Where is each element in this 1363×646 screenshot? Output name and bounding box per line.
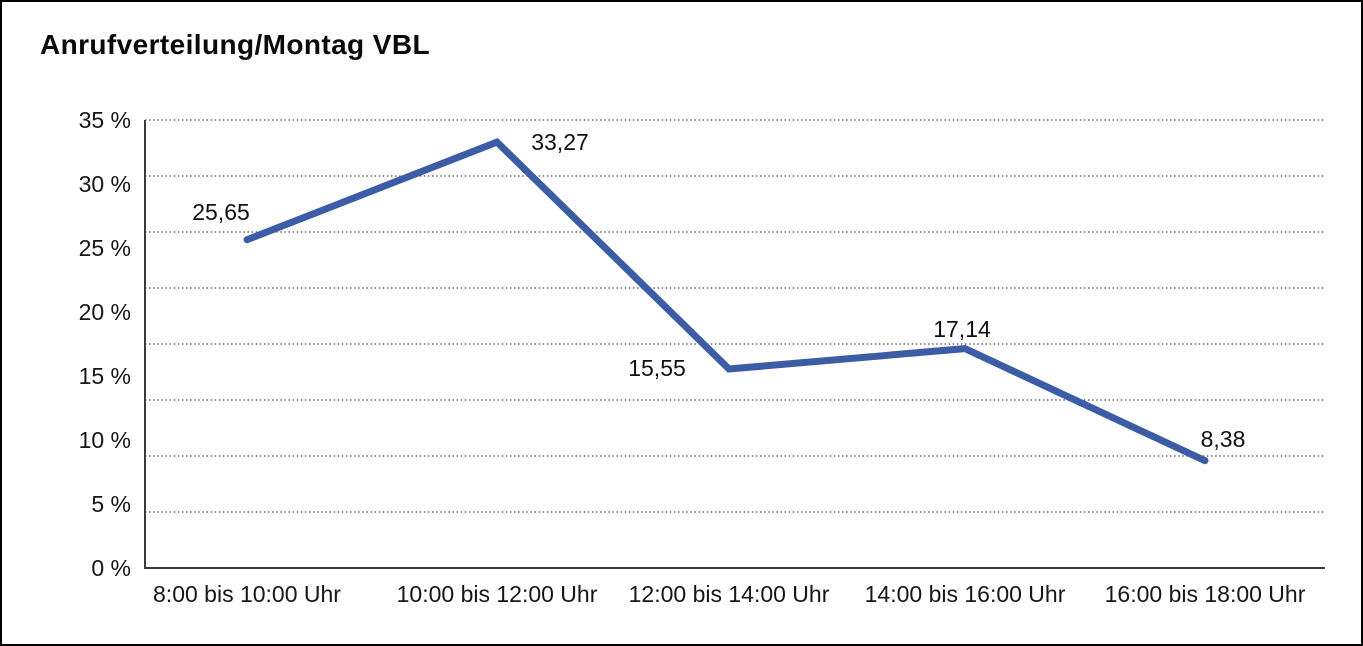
data-point-label: 25,65 <box>192 198 250 225</box>
data-point-label: 15,55 <box>628 354 686 381</box>
y-tick-label: 10 % <box>78 427 131 453</box>
chart-title: Anrufverteilung/Montag VBL <box>40 29 430 60</box>
x-category-label: 14:00 bis 16:00 Uhr <box>864 581 1066 607</box>
data-series-line <box>243 138 1209 465</box>
y-tick-label: 20 % <box>78 299 131 325</box>
x-category-label: 10:00 bis 12:00 Uhr <box>396 581 598 607</box>
data-point-label: 33,27 <box>531 129 589 156</box>
y-tick-label: 5 % <box>91 491 131 517</box>
x-category-label: 12:00 bis 14:00 Uhr <box>628 581 830 607</box>
y-tick-label: 25 % <box>78 235 131 261</box>
y-tick-label: 0 % <box>91 555 131 581</box>
data-point-label: 8,38 <box>1200 425 1246 452</box>
x-category-label: 8:00 bis 10:00 Uhr <box>153 581 341 607</box>
x-category-label: 16:00 bis 18:00 Uhr <box>1104 581 1306 607</box>
y-tick-label: 35 % <box>78 107 131 133</box>
y-tick-label: 30 % <box>78 171 131 197</box>
y-tick-label: 15 % <box>78 363 131 389</box>
data-point-label: 17,14 <box>933 315 991 342</box>
